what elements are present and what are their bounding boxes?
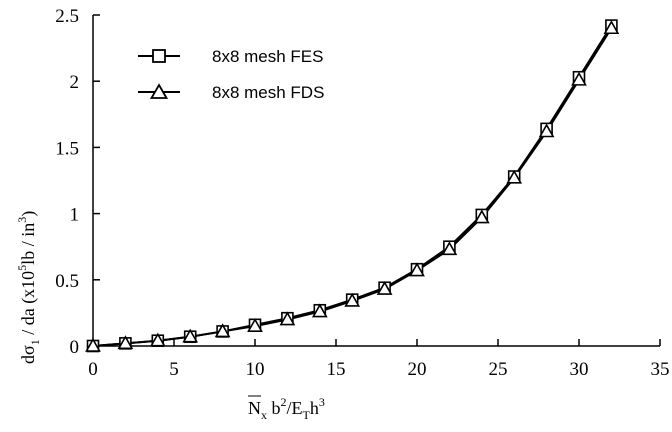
point-fds [376, 280, 393, 295]
x-tick-label: 20 [408, 359, 427, 380]
x-title-et: /E [287, 398, 303, 418]
point-fds [279, 311, 296, 326]
y-tick-label: 1.5 [55, 138, 79, 159]
x-title-b: b [267, 398, 281, 418]
x-title-n: N [248, 398, 261, 418]
point-fds [182, 328, 199, 343]
point-fds [603, 20, 620, 35]
point-fds [571, 71, 587, 86]
x-title-sub-x: x [261, 408, 267, 422]
y-tick-label: 2 [70, 72, 80, 93]
x-title-sup-3: 3 [319, 395, 325, 409]
x-title-sup-2: 2 [281, 395, 287, 409]
y-title-suffix-b: ) [18, 211, 39, 217]
x-title-h: h [310, 398, 319, 418]
x-title-sub-t: T [303, 408, 311, 422]
y-tick-label: 0 [70, 337, 80, 358]
point-fds [117, 335, 134, 350]
legend-label-fds: 8x8 mesh FDS [212, 83, 324, 102]
x-tick-label: 0 [88, 359, 98, 380]
point-fds [473, 209, 490, 224]
x-tick-label: 15 [327, 359, 346, 380]
point-fds [441, 241, 458, 256]
legend: 8x8 mesh FES 8x8 mesh FDS [138, 47, 324, 102]
y-axis-title: dσ1 / da (x105lb / in3) [15, 211, 42, 364]
y-title-sup2: 3 [15, 217, 29, 223]
point-fds [311, 303, 328, 318]
y-tick-label: 2.5 [55, 6, 79, 27]
x-tick-label: 25 [489, 359, 508, 380]
legend-label-fes: 8x8 mesh FES [212, 47, 324, 66]
axes [92, 15, 660, 347]
y-title-suffix-a: lb / in [18, 223, 38, 265]
x-tick-label: 30 [570, 359, 589, 380]
y-title-sup: 5 [15, 265, 29, 271]
markers [85, 19, 620, 353]
y-title-prefix: dσ [18, 345, 38, 364]
x-axis-title: Nx b2/ETh3 [248, 395, 325, 422]
point-fds [247, 318, 263, 332]
point-fds [344, 292, 361, 307]
x-tick-label: 10 [246, 359, 265, 380]
x-tick-label: 5 [169, 359, 179, 380]
point-fds [409, 262, 425, 277]
point-fds [214, 323, 231, 338]
y-tick-label: 0.5 [55, 271, 79, 292]
x-tick-label: 35 [651, 359, 670, 380]
y-title-mid: / da (x10 [18, 271, 39, 339]
legend-marker-fes [152, 49, 166, 63]
y-tick-label: 1 [70, 205, 80, 226]
point-fds [506, 169, 523, 184]
point-fds [149, 332, 166, 347]
ticks: 0 5 10 15 20 25 30 35 0 0.5 1 1.5 2 2.5 [55, 6, 669, 380]
point-fds [85, 337, 101, 352]
y-title-sub: 1 [28, 339, 42, 345]
point-fds [538, 123, 555, 138]
legend-marker-fds [149, 83, 169, 99]
